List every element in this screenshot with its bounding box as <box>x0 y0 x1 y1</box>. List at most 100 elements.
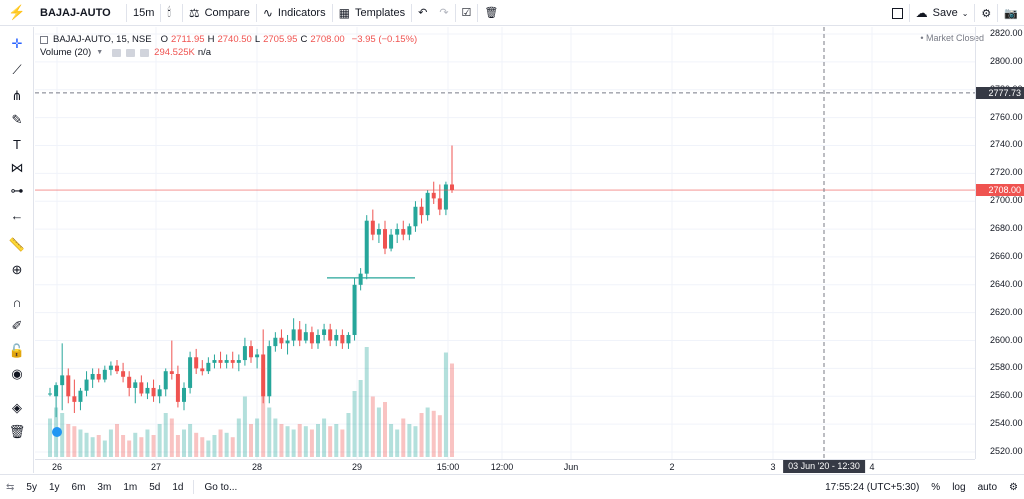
price-label: 2680.00 <box>990 223 1023 234</box>
crosshair-price-tag: 2777.73 <box>976 86 1024 99</box>
crosshair-tool[interactable]: ✛ <box>0 33 34 55</box>
symbol-search-button[interactable]: BAJAJ-AUTO <box>40 6 111 19</box>
price-label: 2740.00 <box>990 139 1023 150</box>
volume-bar <box>48 418 52 457</box>
range-button-5y[interactable]: 5y <box>26 481 37 493</box>
volume-bar <box>182 429 186 457</box>
range-button-3m[interactable]: 3m <box>97 481 112 493</box>
volume-bar <box>169 418 174 457</box>
save-button[interactable]: ☁ Save ⌄ <box>910 0 975 26</box>
candle-body <box>364 220 369 274</box>
object-tree-tool[interactable]: ◈ <box>0 397 34 419</box>
time-label: 15:00 <box>436 462 460 472</box>
divider <box>908 4 910 22</box>
volume-bar <box>249 424 253 457</box>
divider <box>411 3 413 22</box>
magnet-icon: ∩ <box>12 294 22 310</box>
compare-label: Compare <box>204 6 250 19</box>
candle-body <box>346 334 351 344</box>
zoom-tool[interactable]: ⊕ <box>0 259 34 281</box>
auto-toggle[interactable]: auto <box>977 482 998 493</box>
last-price-tag: 2708.00 <box>976 184 1024 197</box>
percent-toggle[interactable]: % <box>931 482 941 493</box>
ruler-icon: 📏 <box>8 237 26 252</box>
price-label: 2540.00 <box>990 418 1023 429</box>
price-chart[interactable] <box>35 27 975 459</box>
snapshot-button[interactable]: 📷 <box>998 0 1024 26</box>
collapse-legend-icon[interactable] <box>40 35 48 44</box>
hide-indicator-icon[interactable] <box>112 48 122 57</box>
volume-bar <box>346 413 351 457</box>
clock[interactable]: 17:55:24 (UTC+5:30) <box>825 482 920 493</box>
range-button-5d[interactable]: 5d <box>149 481 161 493</box>
price-label: 2520.00 <box>990 446 1023 457</box>
range-button-1y[interactable]: 1y <box>48 481 60 493</box>
candle-body <box>66 375 71 397</box>
series-title: BAJAJ-AUTO, 15, NSE <box>53 34 152 45</box>
pattern-tool[interactable]: ⋈ <box>0 157 34 179</box>
open-label: O <box>160 34 168 45</box>
candle-body <box>133 382 138 388</box>
chart-type-button[interactable]: 🕯 <box>161 0 181 26</box>
prediction-tool[interactable]: ⊶ <box>0 180 34 202</box>
settings-button[interactable]: ⚙ <box>975 0 997 26</box>
range-button-1d[interactable]: 1d <box>172 481 184 493</box>
time-label: 26 <box>51 462 63 472</box>
log-toggle[interactable]: log <box>952 482 966 493</box>
volume-bar <box>291 429 296 457</box>
compare-button[interactable]: ⚖ Compare <box>183 0 256 26</box>
stay-drawing-tool[interactable]: ✐ <box>0 315 34 337</box>
indicator-settings-icon[interactable] <box>126 48 136 57</box>
time-axis[interactable]: 26 27 28 29 15:00 12:00 Jun 2 3 4 03 Jun '20 - 12:… <box>35 459 975 473</box>
measure-tool[interactable]: 📏 <box>0 234 34 256</box>
redo-button[interactable]: ↷ <box>433 0 454 26</box>
volume-bar <box>78 429 83 457</box>
pitchfork-tool[interactable]: ⋔ <box>0 85 34 107</box>
logo-icon[interactable]: ⚡ <box>8 4 26 20</box>
volume-bar <box>224 432 229 457</box>
lock-tool[interactable]: 🔓 <box>0 340 34 362</box>
gear-icon[interactable]: ⚙ <box>1009 482 1018 493</box>
chevron-down-icon[interactable]: ▼ <box>96 49 104 56</box>
volume-bar <box>370 396 375 457</box>
volume-bar <box>322 418 327 457</box>
goto-button[interactable]: Go to... <box>204 481 238 493</box>
range-button-6m[interactable]: 6m <box>71 481 86 493</box>
back-tool[interactable]: ← <box>0 204 34 226</box>
chart-pane[interactable] <box>35 27 975 459</box>
volume-bar <box>115 424 119 457</box>
fullscreen-button[interactable] <box>886 0 909 26</box>
magnet-tool[interactable]: ∩ <box>0 291 34 313</box>
interval-button[interactable]: 15m <box>133 6 155 19</box>
range-button-1m[interactable]: 1m <box>123 481 138 493</box>
volume-bar <box>96 435 101 457</box>
price-axis[interactable]: 2820.002800.002780.002760.002740.002720.… <box>975 27 1024 459</box>
brush-tool[interactable]: ✎ <box>0 109 34 131</box>
undo-icon: ↶ <box>418 7 428 19</box>
candle-body <box>401 229 406 235</box>
undo-button[interactable]: ↶ <box>412 0 433 26</box>
candle-body <box>78 390 83 402</box>
remove-indicator-icon[interactable] <box>140 48 150 57</box>
date-range-icon[interactable]: ⇆ <box>6 481 15 493</box>
hide-tool[interactable]: ◉ <box>0 363 34 385</box>
candle-body <box>121 371 126 377</box>
indicators-button[interactable]: ∿ Indicators <box>257 0 332 26</box>
candle-body <box>340 334 345 344</box>
market-status: • Market Closed <box>920 33 984 43</box>
volume-bar <box>194 432 199 457</box>
candle-body <box>285 340 290 344</box>
text-tool[interactable]: T <box>0 133 34 155</box>
candle-body <box>328 329 333 341</box>
templates-button[interactable]: ▦ Templates <box>333 0 411 26</box>
trendline-tool[interactable]: ⟋ <box>0 59 34 81</box>
checklist-button[interactable]: ☑ <box>456 0 478 26</box>
volume-bar <box>90 437 95 457</box>
delete-button[interactable]: 🗑 <box>478 0 504 26</box>
volume-bar <box>309 429 314 457</box>
remove-all-tool[interactable]: 🗑 <box>0 421 34 443</box>
compare-icon: ⚖ <box>188 5 200 20</box>
candle-body <box>48 393 52 395</box>
candle-body <box>389 234 394 249</box>
